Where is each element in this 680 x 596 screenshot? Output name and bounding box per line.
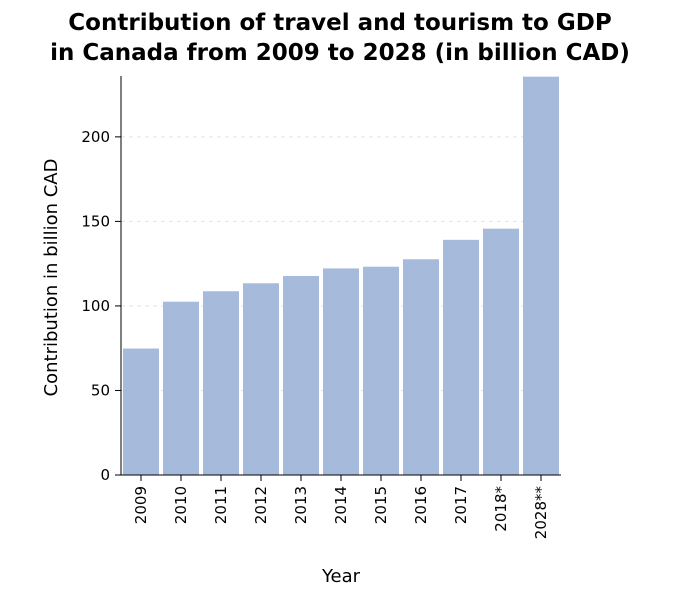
x-tick-label-2017: 2017: [452, 486, 470, 524]
bar-2010: [163, 301, 199, 475]
y-tick-label-50: 50: [91, 381, 110, 399]
bar-2015: [363, 266, 399, 475]
y-tick-label-200: 200: [81, 128, 110, 146]
bar-2018*: [483, 228, 519, 475]
chart-title-line-2: in Canada from 2009 to 2028 (in billion …: [50, 40, 630, 66]
x-tick-label-2010: 2010: [172, 486, 190, 524]
bar-2014: [323, 268, 359, 475]
y-tick-label-0: 0: [100, 466, 110, 484]
x-tick-label-2018*: 2018*: [492, 486, 510, 532]
y-axis-ticks: 0 50 100 150 200: [81, 128, 121, 484]
x-axis-label: Year: [321, 566, 361, 587]
x-tick-label-2012: 2012: [252, 486, 270, 524]
bar-2009: [123, 348, 159, 475]
bar-2013: [283, 276, 319, 475]
x-tick-label-2009: 2009: [132, 486, 150, 524]
y-tick-label-150: 150: [81, 212, 110, 230]
x-tick-label-2016: 2016: [412, 486, 430, 524]
x-tick-label-2014: 2014: [332, 486, 350, 524]
x-tick-label-2013: 2013: [292, 486, 310, 524]
x-tick-label-2015: 2015: [372, 486, 390, 524]
bar-2016: [403, 259, 439, 475]
x-tick-label-2011: 2011: [212, 486, 230, 524]
bar-2017: [443, 239, 479, 475]
x-axis-ticks: 2009 2010 2011 2012 2013 2014 2015 2016 2017 2018…: [132, 475, 550, 539]
bar-2012: [243, 283, 279, 475]
bar-2028**: [523, 76, 559, 475]
chart-title-line-1: Contribution of travel and tourism to GD…: [68, 10, 611, 36]
bar-2011: [203, 291, 239, 475]
y-tick-label-100: 100: [81, 297, 110, 315]
x-tick-label-2028**: 2028**: [532, 486, 550, 540]
bars: [123, 76, 559, 475]
y-axis-label: Contribution in billion CAD: [41, 159, 62, 397]
